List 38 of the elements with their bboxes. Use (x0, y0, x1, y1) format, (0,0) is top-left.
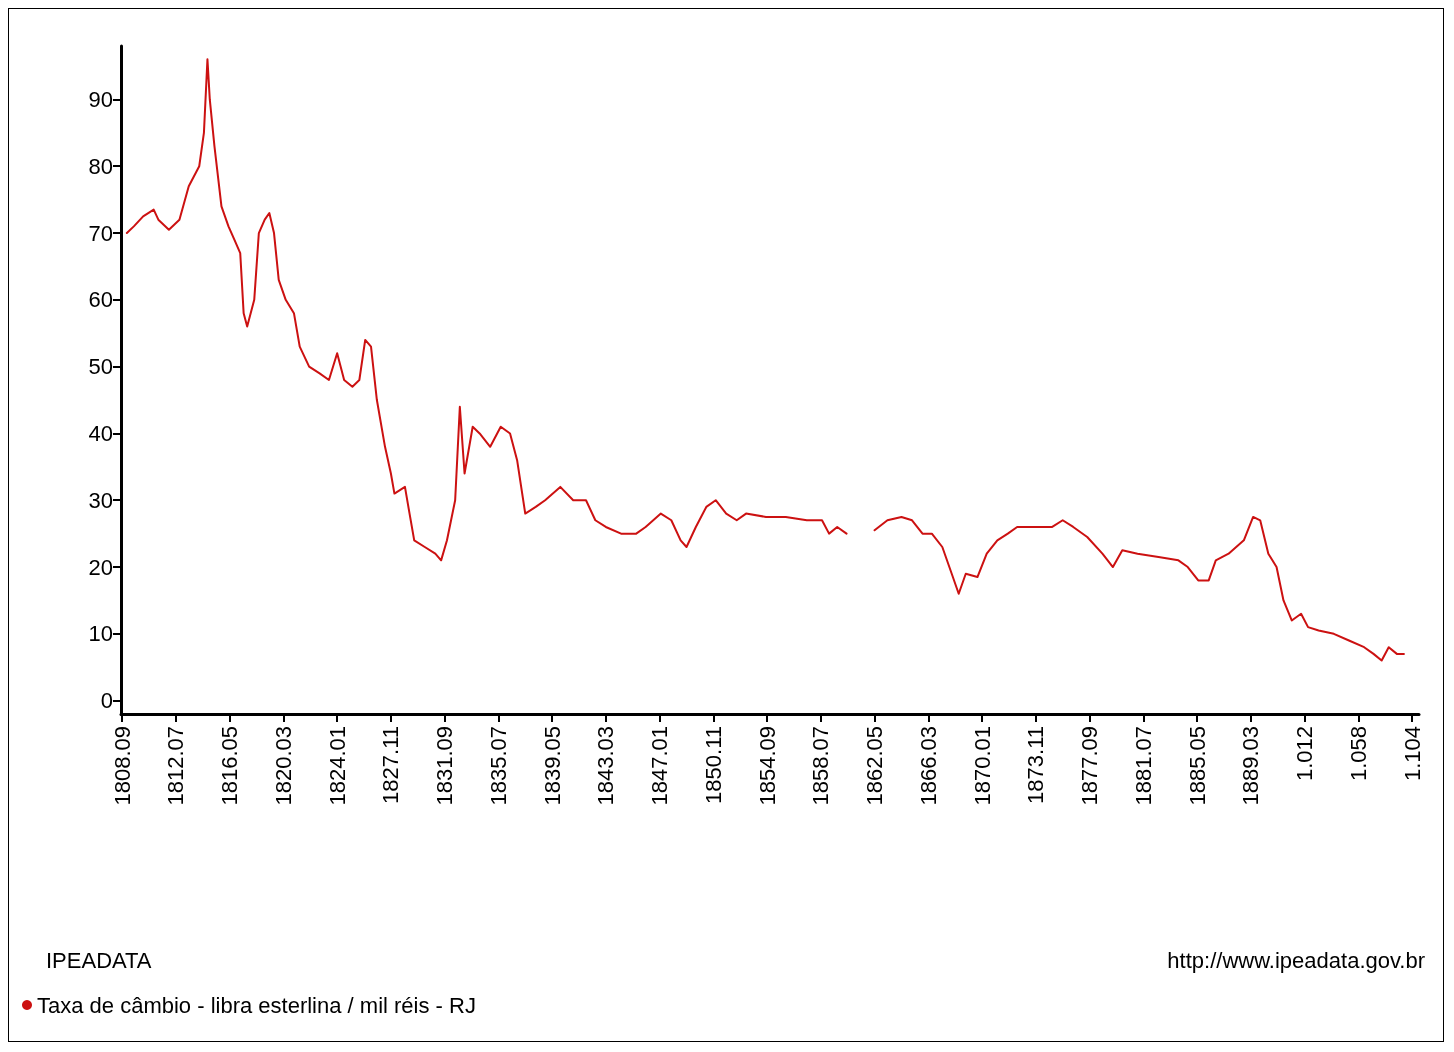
text: http://www.ipeadata.gov.br (1167, 947, 1426, 973)
legend-label: Taxa de câmbio - libra esterlina / mil réis - RJ (37, 992, 476, 1018)
x-tick-label: 1.012 (1292, 726, 1318, 782)
x-tick-label: 1827.11 (378, 726, 404, 804)
x-tick-label: 1824.01 (324, 726, 350, 806)
x-tick-label: 1889.03 (1238, 726, 1264, 806)
x-tick-label: 1839.05 (539, 726, 565, 806)
y-tick-label: 50 (88, 354, 113, 380)
x-tick-label: 1808.09 (109, 726, 135, 806)
y-tick-label: 70 (88, 220, 113, 246)
x-tick-label: 1854.09 (754, 726, 780, 806)
x-tick-label: 1812.07 (163, 726, 189, 806)
y-tick-label: 10 (88, 621, 113, 647)
y-tick-label: 20 (88, 554, 113, 580)
x-tick-label: 1.104 (1399, 726, 1425, 782)
x-tick-label: 1858.07 (808, 726, 834, 806)
y-tick-label: 30 (88, 487, 113, 513)
x-tick-label: 1873.11 (1023, 726, 1049, 804)
x-tick-label: 1877.09 (1077, 726, 1103, 806)
x-tick-label: 1885.05 (1184, 726, 1210, 806)
x-tick-label: 1862.05 (862, 726, 888, 806)
y-tick-label: 60 (88, 287, 113, 313)
x-tick-label: 1850.11 (700, 726, 726, 804)
x-tick-label: 1835.07 (485, 726, 511, 806)
x-tick-label: 1831.09 (432, 726, 458, 806)
text: IPEADATA (46, 947, 152, 973)
x-tick-label: 1847.01 (647, 726, 673, 806)
x-tick-label: 1843.03 (593, 726, 619, 806)
y-tick-label: 90 (88, 86, 113, 112)
y-tick-label: 0 (100, 688, 113, 714)
x-tick-label: 1.058 (1345, 726, 1371, 782)
x-tick-label: 1866.03 (915, 726, 941, 806)
x-tick-label: 1820.03 (270, 726, 296, 806)
x-tick-label: 1870.01 (969, 726, 995, 806)
y-tick-label: 80 (88, 153, 113, 179)
x-tick-label: 1816.05 (217, 726, 243, 806)
y-tick-label: 40 (88, 420, 113, 446)
x-tick-label: 1881.07 (1130, 726, 1156, 806)
